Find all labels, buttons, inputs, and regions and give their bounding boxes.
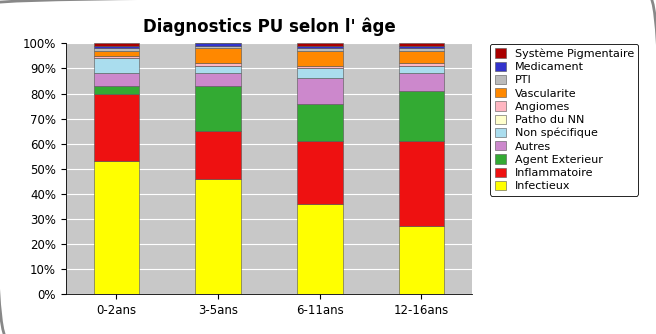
- Legend: Système Pigmentaire, Medicament, PTI, Vascularite, Angiomes, Patho du NN, Non sp: Système Pigmentaire, Medicament, PTI, Va…: [490, 44, 638, 196]
- Bar: [195, 179, 241, 294]
- Bar: [399, 226, 444, 294]
- Bar: [94, 56, 139, 58]
- Bar: [297, 204, 342, 294]
- Bar: [94, 51, 139, 56]
- Bar: [94, 48, 139, 51]
- Bar: [297, 48, 342, 51]
- Bar: [195, 43, 241, 46]
- Bar: [94, 94, 139, 161]
- Bar: [399, 48, 444, 51]
- Bar: [399, 91, 444, 141]
- Bar: [297, 78, 342, 104]
- Bar: [297, 68, 342, 78]
- Bar: [399, 141, 444, 226]
- Bar: [399, 43, 444, 46]
- Bar: [297, 66, 342, 68]
- Bar: [195, 86, 241, 131]
- Bar: [94, 58, 139, 73]
- Bar: [399, 73, 444, 91]
- Bar: [297, 141, 342, 204]
- Bar: [399, 66, 444, 73]
- Bar: [94, 86, 139, 94]
- Bar: [297, 43, 342, 46]
- Bar: [399, 51, 444, 63]
- Bar: [195, 48, 241, 63]
- Bar: [297, 46, 342, 48]
- Title: Diagnostics PU selon l' âge: Diagnostics PU selon l' âge: [142, 18, 396, 36]
- Bar: [195, 46, 241, 48]
- Bar: [399, 63, 444, 66]
- Bar: [195, 63, 241, 66]
- Bar: [297, 51, 342, 66]
- Bar: [94, 161, 139, 294]
- Bar: [94, 73, 139, 86]
- Bar: [195, 66, 241, 73]
- Bar: [94, 43, 139, 46]
- Bar: [297, 104, 342, 141]
- Bar: [195, 73, 241, 86]
- Bar: [94, 46, 139, 48]
- Bar: [399, 46, 444, 48]
- Bar: [195, 131, 241, 179]
